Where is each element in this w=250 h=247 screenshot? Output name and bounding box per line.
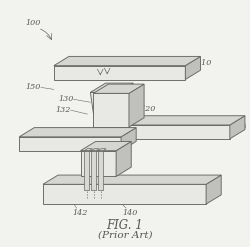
Polygon shape: [93, 116, 245, 125]
Polygon shape: [19, 137, 121, 151]
Polygon shape: [185, 56, 200, 80]
Text: 150: 150: [25, 83, 41, 91]
Polygon shape: [43, 175, 221, 184]
Polygon shape: [110, 83, 133, 127]
Polygon shape: [230, 116, 245, 139]
Polygon shape: [90, 92, 118, 127]
Polygon shape: [98, 151, 103, 190]
Polygon shape: [54, 56, 201, 66]
Polygon shape: [93, 125, 230, 139]
Text: FIG. 1: FIG. 1: [107, 219, 144, 232]
Polygon shape: [43, 184, 206, 204]
Polygon shape: [80, 142, 131, 151]
Polygon shape: [92, 149, 99, 151]
Text: 180: 180: [18, 143, 34, 151]
Polygon shape: [90, 83, 133, 92]
Polygon shape: [116, 142, 131, 176]
Text: 130: 130: [58, 95, 73, 103]
Polygon shape: [206, 175, 221, 204]
Text: (Prior Art): (Prior Art): [98, 230, 152, 239]
Polygon shape: [121, 128, 136, 151]
Polygon shape: [84, 149, 92, 151]
Polygon shape: [19, 128, 136, 137]
Text: 132: 132: [55, 106, 70, 114]
Polygon shape: [93, 84, 144, 93]
Text: 110: 110: [196, 59, 212, 67]
Text: 120: 120: [140, 105, 156, 113]
Polygon shape: [98, 149, 106, 151]
Polygon shape: [129, 84, 144, 127]
Text: 100: 100: [25, 19, 41, 27]
Polygon shape: [54, 66, 185, 80]
Polygon shape: [84, 151, 89, 190]
Text: 116: 116: [231, 123, 246, 131]
Text: 142: 142: [73, 209, 88, 217]
Polygon shape: [92, 151, 96, 190]
Polygon shape: [80, 151, 116, 176]
Polygon shape: [93, 93, 129, 127]
Text: 140: 140: [122, 209, 138, 217]
